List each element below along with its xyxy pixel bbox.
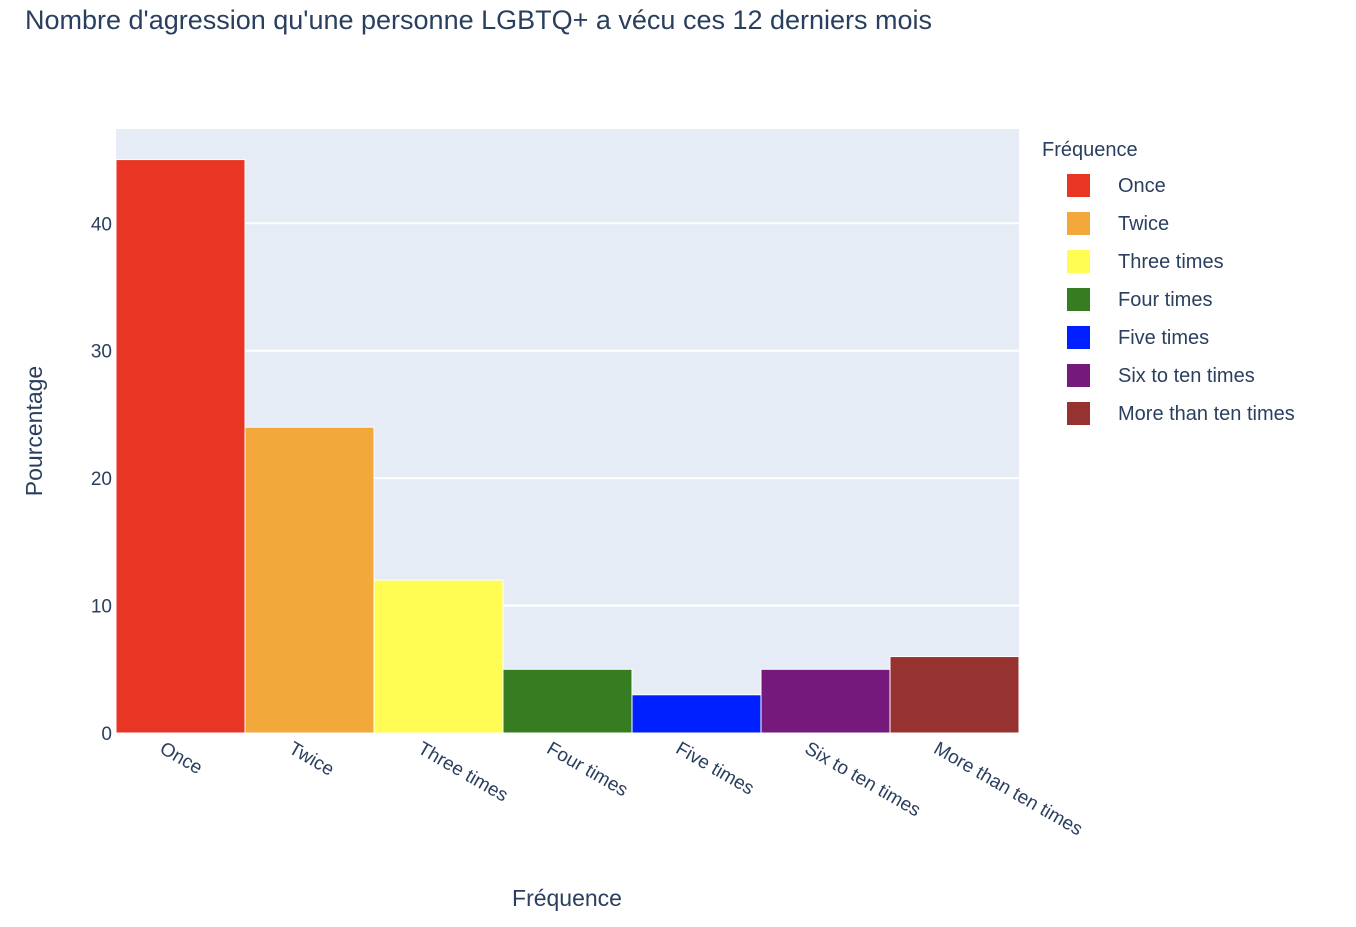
legend-swatch (1067, 326, 1090, 349)
x-tick-label: Six to ten times (801, 738, 924, 821)
bar-twice (244, 426, 375, 734)
x-tick-label: Twice (285, 738, 338, 780)
chart-title: Nombre d'agression qu'une personne LGBTQ… (25, 5, 932, 35)
x-tick-label: More than ten times (930, 738, 1086, 840)
x-tick-label: Four times (543, 738, 631, 801)
legend: Fréquence Once Twice Three times Four times… (1042, 139, 1295, 425)
bar-three-times (373, 579, 504, 734)
y-tick-label: 40 (91, 214, 112, 235)
legend-item-label: Once (1118, 175, 1166, 197)
legend-swatch (1067, 212, 1090, 235)
y-tick-label: 0 (101, 724, 112, 745)
bar-five-times (631, 694, 762, 734)
y-tick-label: 20 (91, 469, 112, 490)
x-axis-title: Fréquence (512, 885, 622, 911)
bars (115, 159, 1020, 734)
legend-item-label: Twice (1118, 213, 1169, 235)
bar-once (115, 159, 246, 734)
x-tick-label: Five times (672, 738, 757, 799)
legend-swatch (1067, 174, 1090, 197)
bar-four-times (502, 668, 633, 734)
x-axis-ticks: Once Twice Three times Four times Five times… (156, 738, 1086, 840)
y-tick-label: 30 (91, 342, 112, 363)
legend-swatch (1067, 288, 1090, 311)
y-tick-label: 10 (91, 597, 112, 618)
legend-item-label: Six to ten times (1118, 365, 1255, 387)
legend-swatch (1067, 250, 1090, 273)
x-tick-label: Three times (414, 738, 511, 806)
legend-swatch (1067, 364, 1090, 387)
legend-title: Fréquence (1042, 139, 1138, 161)
bar-six-to-ten-times (760, 668, 891, 734)
bar-more-than-ten-times (889, 656, 1020, 734)
legend-item-label: Five times (1118, 327, 1209, 349)
legend-item-label: Three times (1118, 251, 1224, 273)
x-tick-label: Once (156, 738, 206, 779)
legend-swatch (1067, 402, 1090, 425)
legend-item-label: Four times (1118, 289, 1212, 311)
legend-item-label: More than ten times (1118, 403, 1295, 425)
y-axis-title: Pourcentage (21, 366, 47, 496)
y-axis-ticks: 0 10 20 30 40 (91, 214, 112, 745)
